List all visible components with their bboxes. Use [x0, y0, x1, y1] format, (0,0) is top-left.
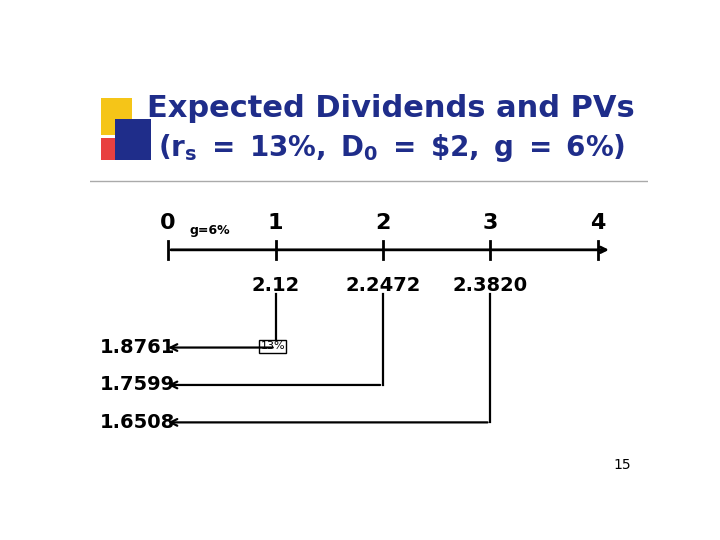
FancyBboxPatch shape	[115, 119, 151, 160]
Text: Expected Dividends and PVs: Expected Dividends and PVs	[148, 94, 635, 123]
FancyBboxPatch shape	[101, 138, 124, 160]
Text: 2.12: 2.12	[251, 276, 300, 295]
Text: 4: 4	[590, 213, 606, 233]
Text: 2.3820: 2.3820	[453, 276, 528, 295]
FancyBboxPatch shape	[101, 98, 132, 136]
Text: 1.7599: 1.7599	[100, 375, 175, 394]
Text: 13%: 13%	[261, 341, 285, 352]
Text: 3: 3	[482, 213, 498, 233]
Text: 1.8761: 1.8761	[100, 338, 175, 357]
Text: 0: 0	[161, 213, 176, 233]
Text: g=6%: g=6%	[189, 224, 230, 237]
Text: 2: 2	[375, 213, 391, 233]
Text: $\mathbf{(r_s\ =\ 13\%,\ D_0\ =\ \$2,\ g\ =\ 6\%)}$: $\mathbf{(r_s\ =\ 13\%,\ D_0\ =\ \$2,\ g…	[158, 132, 625, 164]
Text: 1: 1	[268, 213, 283, 233]
Text: 15: 15	[613, 458, 631, 472]
Text: 2.2472: 2.2472	[346, 276, 420, 295]
Text: 1.6508: 1.6508	[100, 413, 175, 432]
